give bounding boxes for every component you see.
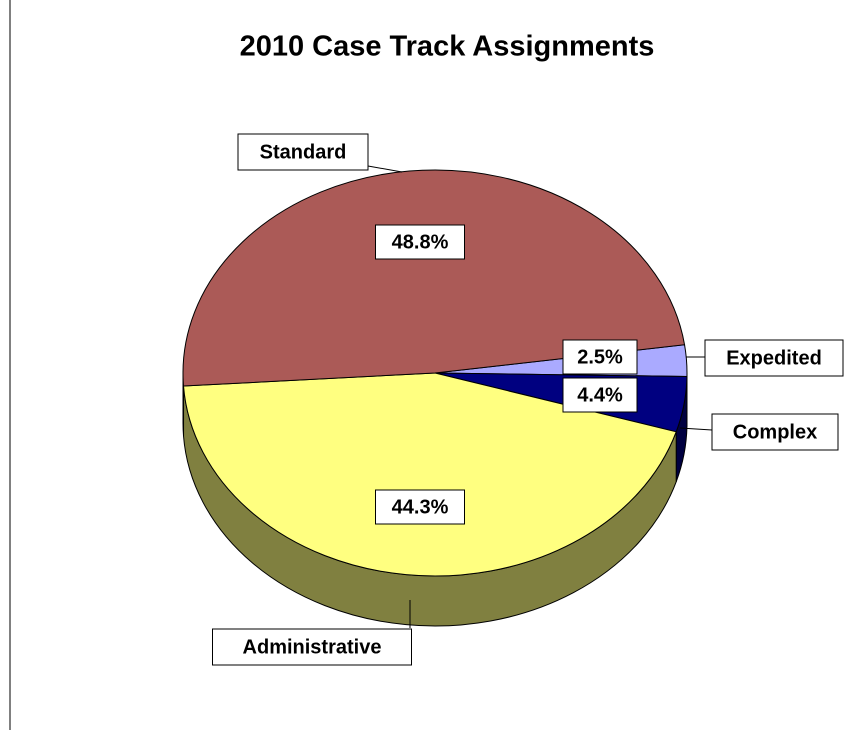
slice [182, 372, 677, 577]
category-label: Expedited [726, 347, 822, 369]
category-label-box [704, 339, 844, 377]
category-label: Standard [260, 141, 347, 163]
slice [182, 169, 686, 387]
leader-line [679, 427, 713, 431]
value-label-box [562, 339, 638, 375]
value-label: 4.4% [577, 384, 623, 406]
category-label: Complex [733, 421, 817, 443]
category-label: Administrative [243, 636, 382, 658]
value-label: 44.3% [392, 496, 449, 518]
value-label-box [375, 489, 465, 525]
leader-line [367, 165, 403, 173]
value-label: 48.8% [392, 231, 449, 253]
category-label-box [212, 628, 412, 666]
value-label-box [375, 224, 465, 260]
category-label-box [711, 413, 839, 451]
category-label-box [237, 133, 369, 171]
value-label-box [562, 377, 638, 413]
chart-title: 2010 Case Track Assignments [240, 31, 655, 63]
value-label: 2.5% [577, 346, 623, 368]
